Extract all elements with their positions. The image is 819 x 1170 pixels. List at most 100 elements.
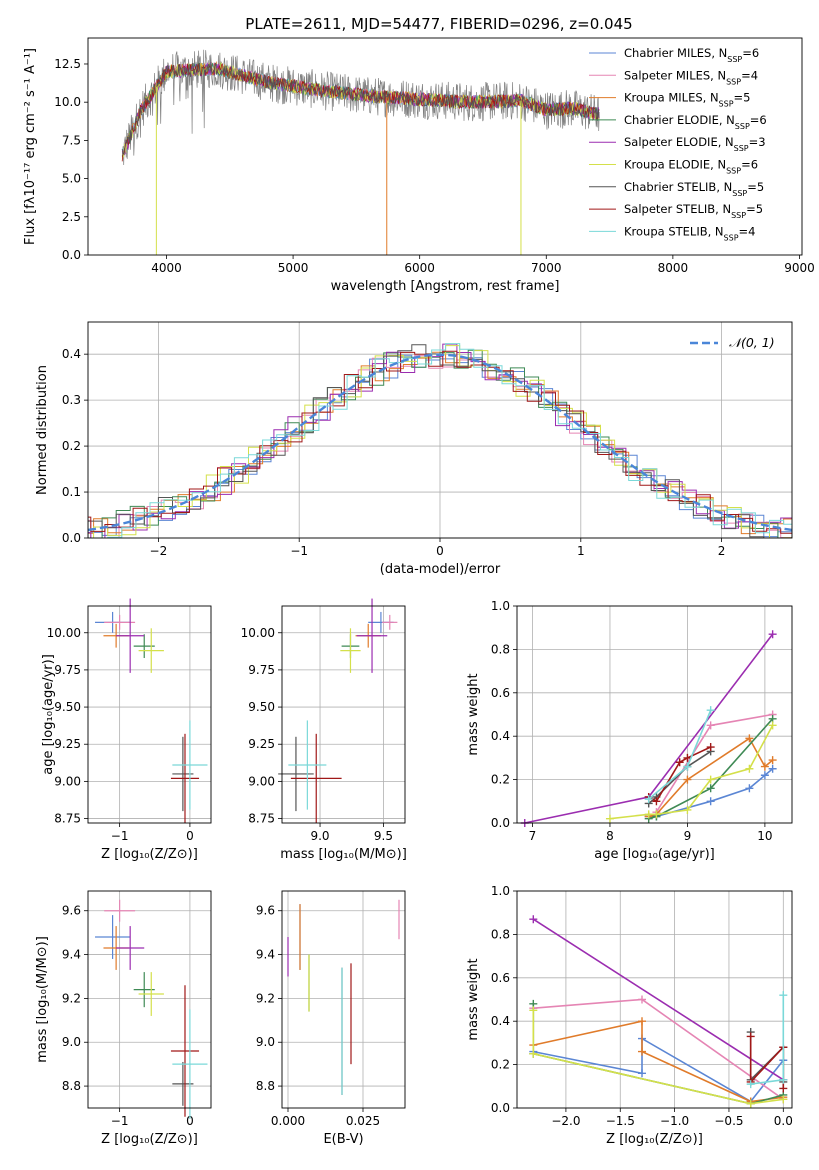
age_vs_Z-axes: −1 0 8.75 9.00 9.25 9.50 9.75 10.00 Z [log₁₀(Z/Z… <box>41 598 211 862</box>
x-tick-label: 0.000 <box>271 1114 305 1128</box>
mass-weight-marker <box>529 915 538 924</box>
legend-label: Salpeter STELIB, NSSP=5 <box>624 202 763 220</box>
y-tick-label: 0.2 <box>62 439 81 453</box>
mass-weight-line <box>533 1020 784 1103</box>
mass-weight-marker <box>745 784 754 793</box>
x-axis-label: Z [log₁₀(Z/Z⊙)] <box>101 1132 198 1147</box>
y-tick-label: 9.25 <box>248 737 275 751</box>
y-tick-label: 5.0 <box>62 172 81 186</box>
mass-weight-marker <box>683 753 692 762</box>
mass-weight-marker <box>760 762 769 771</box>
x-tick-label: 9.0 <box>310 829 329 843</box>
y-tick-label: 9.0 <box>256 1035 275 1049</box>
mass-weight-marker <box>760 771 769 780</box>
y-tick-label: 7.5 <box>62 133 81 147</box>
y-tick-label: 10.00 <box>241 626 275 640</box>
x-tick-label: 0.0 <box>774 1114 793 1128</box>
mass-weight-marker <box>779 1095 788 1104</box>
x-tick-label: 0 <box>186 829 194 843</box>
y-tick-label: 0.0 <box>62 248 81 262</box>
y-tick-label: 9.6 <box>62 904 81 918</box>
mass-weight-marker <box>746 1080 755 1089</box>
mass-weight-marker <box>638 1017 646 1026</box>
y-tick-label: 8.8 <box>256 1079 275 1093</box>
y-tick-label: 9.6 <box>256 904 275 918</box>
y-tick-label: 0.6 <box>491 686 510 700</box>
mass-weight-marker <box>706 784 715 793</box>
legend-label: Salpeter ELODIE, NSSP=3 <box>624 135 766 153</box>
mass-weight-line <box>750 995 785 1085</box>
mass-weight-marker <box>779 1075 788 1084</box>
x-tick-label: 7 <box>529 829 537 843</box>
y-tick-label: 9.0 <box>62 1035 81 1049</box>
y-tick-label: 0.0 <box>491 1101 510 1115</box>
mass-weight-marker <box>638 995 646 1004</box>
y-tick-label: 0.4 <box>491 1014 510 1028</box>
y-tick-label: 12.5 <box>54 57 81 71</box>
x-tick-label: 0.025 <box>346 1114 380 1128</box>
mass-weight-line <box>532 918 784 1081</box>
mass-weight-marker <box>768 721 777 730</box>
x-axis-label: E(B-V) <box>323 1132 363 1147</box>
mass-weight-line <box>532 1003 784 1105</box>
mass-weight-marker <box>768 764 777 773</box>
mass-weight-marker <box>675 758 684 767</box>
plot-layer: 4000 5000 6000 7000 8000 90000.02.55.07.510.0… <box>23 37 815 1147</box>
axes-frame <box>281 890 406 1109</box>
mass-weight-marker <box>779 991 788 1000</box>
x-tick-label: 6000 <box>404 261 435 275</box>
y-tick-label: 1.0 <box>491 599 510 613</box>
legend-label: Chabrier STELIB, NSSP=5 <box>624 180 764 198</box>
legend-label: 𝒩(0, 1) <box>729 335 775 350</box>
y-tick-label: 0.4 <box>62 347 81 361</box>
massweight_vs_Z-axes: −2.0 −1.5 −1.0 −0.5 0.0 0.0 0.2 0.4 0.6 0.8 1.0 Z [… <box>466 884 793 1147</box>
x-axis-label: Z [log₁₀(Z/Z⊙)] <box>101 847 198 862</box>
legend-label: Salpeter MILES, NSSP=4 <box>624 68 758 86</box>
axes-frame <box>87 890 212 1109</box>
mass-weight-line <box>532 1010 784 1105</box>
age_vs_mass-axes: 9.0 9.5 8.75 9.00 9.25 9.50 9.75 10.00 mass [log… <box>241 598 407 862</box>
y-tick-label: 9.00 <box>54 774 81 788</box>
y-tick-label: 0.8 <box>491 927 510 941</box>
mass-weight-line <box>648 750 712 805</box>
axes-frame <box>281 605 406 824</box>
mass-weight-marker <box>529 1049 538 1058</box>
x-tick-label: −1 <box>111 829 129 843</box>
y-tick-label: 0.2 <box>491 773 510 787</box>
mass-weight-marker <box>644 810 653 819</box>
y-tick-label: 0.6 <box>491 971 510 985</box>
legend-label: Chabrier MILES, NSSP=6 <box>624 46 759 64</box>
x-tick-label: 10 <box>757 829 772 843</box>
mass-weight-marker <box>652 810 661 819</box>
mass-weight-marker <box>746 1099 755 1108</box>
y-tick-label: 0.0 <box>491 816 510 830</box>
x-axis-label: mass [log₁₀(M/M⊙)] <box>280 847 407 862</box>
y-tick-label: 0.0 <box>62 531 81 545</box>
y-tick-label: 9.50 <box>248 700 275 714</box>
x-tick-label: 9.5 <box>374 829 393 843</box>
x-tick-label: −2.0 <box>551 1114 580 1128</box>
x-tick-label: −0.5 <box>714 1114 743 1128</box>
legend-label: Kroupa ELODIE, NSSP=6 <box>624 158 758 176</box>
axes-frame <box>87 605 212 824</box>
axes-frame <box>516 890 793 1109</box>
x-tick-label: −1.0 <box>660 1114 689 1128</box>
model-spectrum-6 <box>121 62 600 156</box>
y-axis-label: Normed distribution <box>35 365 50 495</box>
x-tick-label: 0 <box>436 544 444 558</box>
mass-weight-line <box>749 1032 785 1082</box>
x-tick-label: 9 <box>684 829 692 843</box>
y-tick-label: 8.75 <box>248 812 275 826</box>
spectrum-axes: 4000 5000 6000 7000 8000 9000 0.0 2.5 5.0 7.5 10.0… <box>23 48 815 294</box>
spectrum-legend: Chabrier MILES, NSSP=6 Salpeter MILES, NS… <box>589 46 767 242</box>
mass-weight-marker <box>779 1084 788 1093</box>
model-spectrum-7 <box>121 62 600 162</box>
figure-title: PLATE=2611, MJD=54477, FIBERID=0296, z=0… <box>245 15 632 33</box>
x-tick-label: 0 <box>186 1114 194 1128</box>
mass_vs_Z-axes: −1 0 8.8 9.0 9.2 9.4 9.6 Z [log₁₀(Z/Z⊙)] mass [l… <box>35 891 211 1147</box>
y-tick-label: 9.2 <box>256 991 275 1005</box>
mass-weight-marker <box>706 775 715 784</box>
x-tick-label: 4000 <box>151 261 182 275</box>
x-tick-label: 1 <box>577 544 585 558</box>
